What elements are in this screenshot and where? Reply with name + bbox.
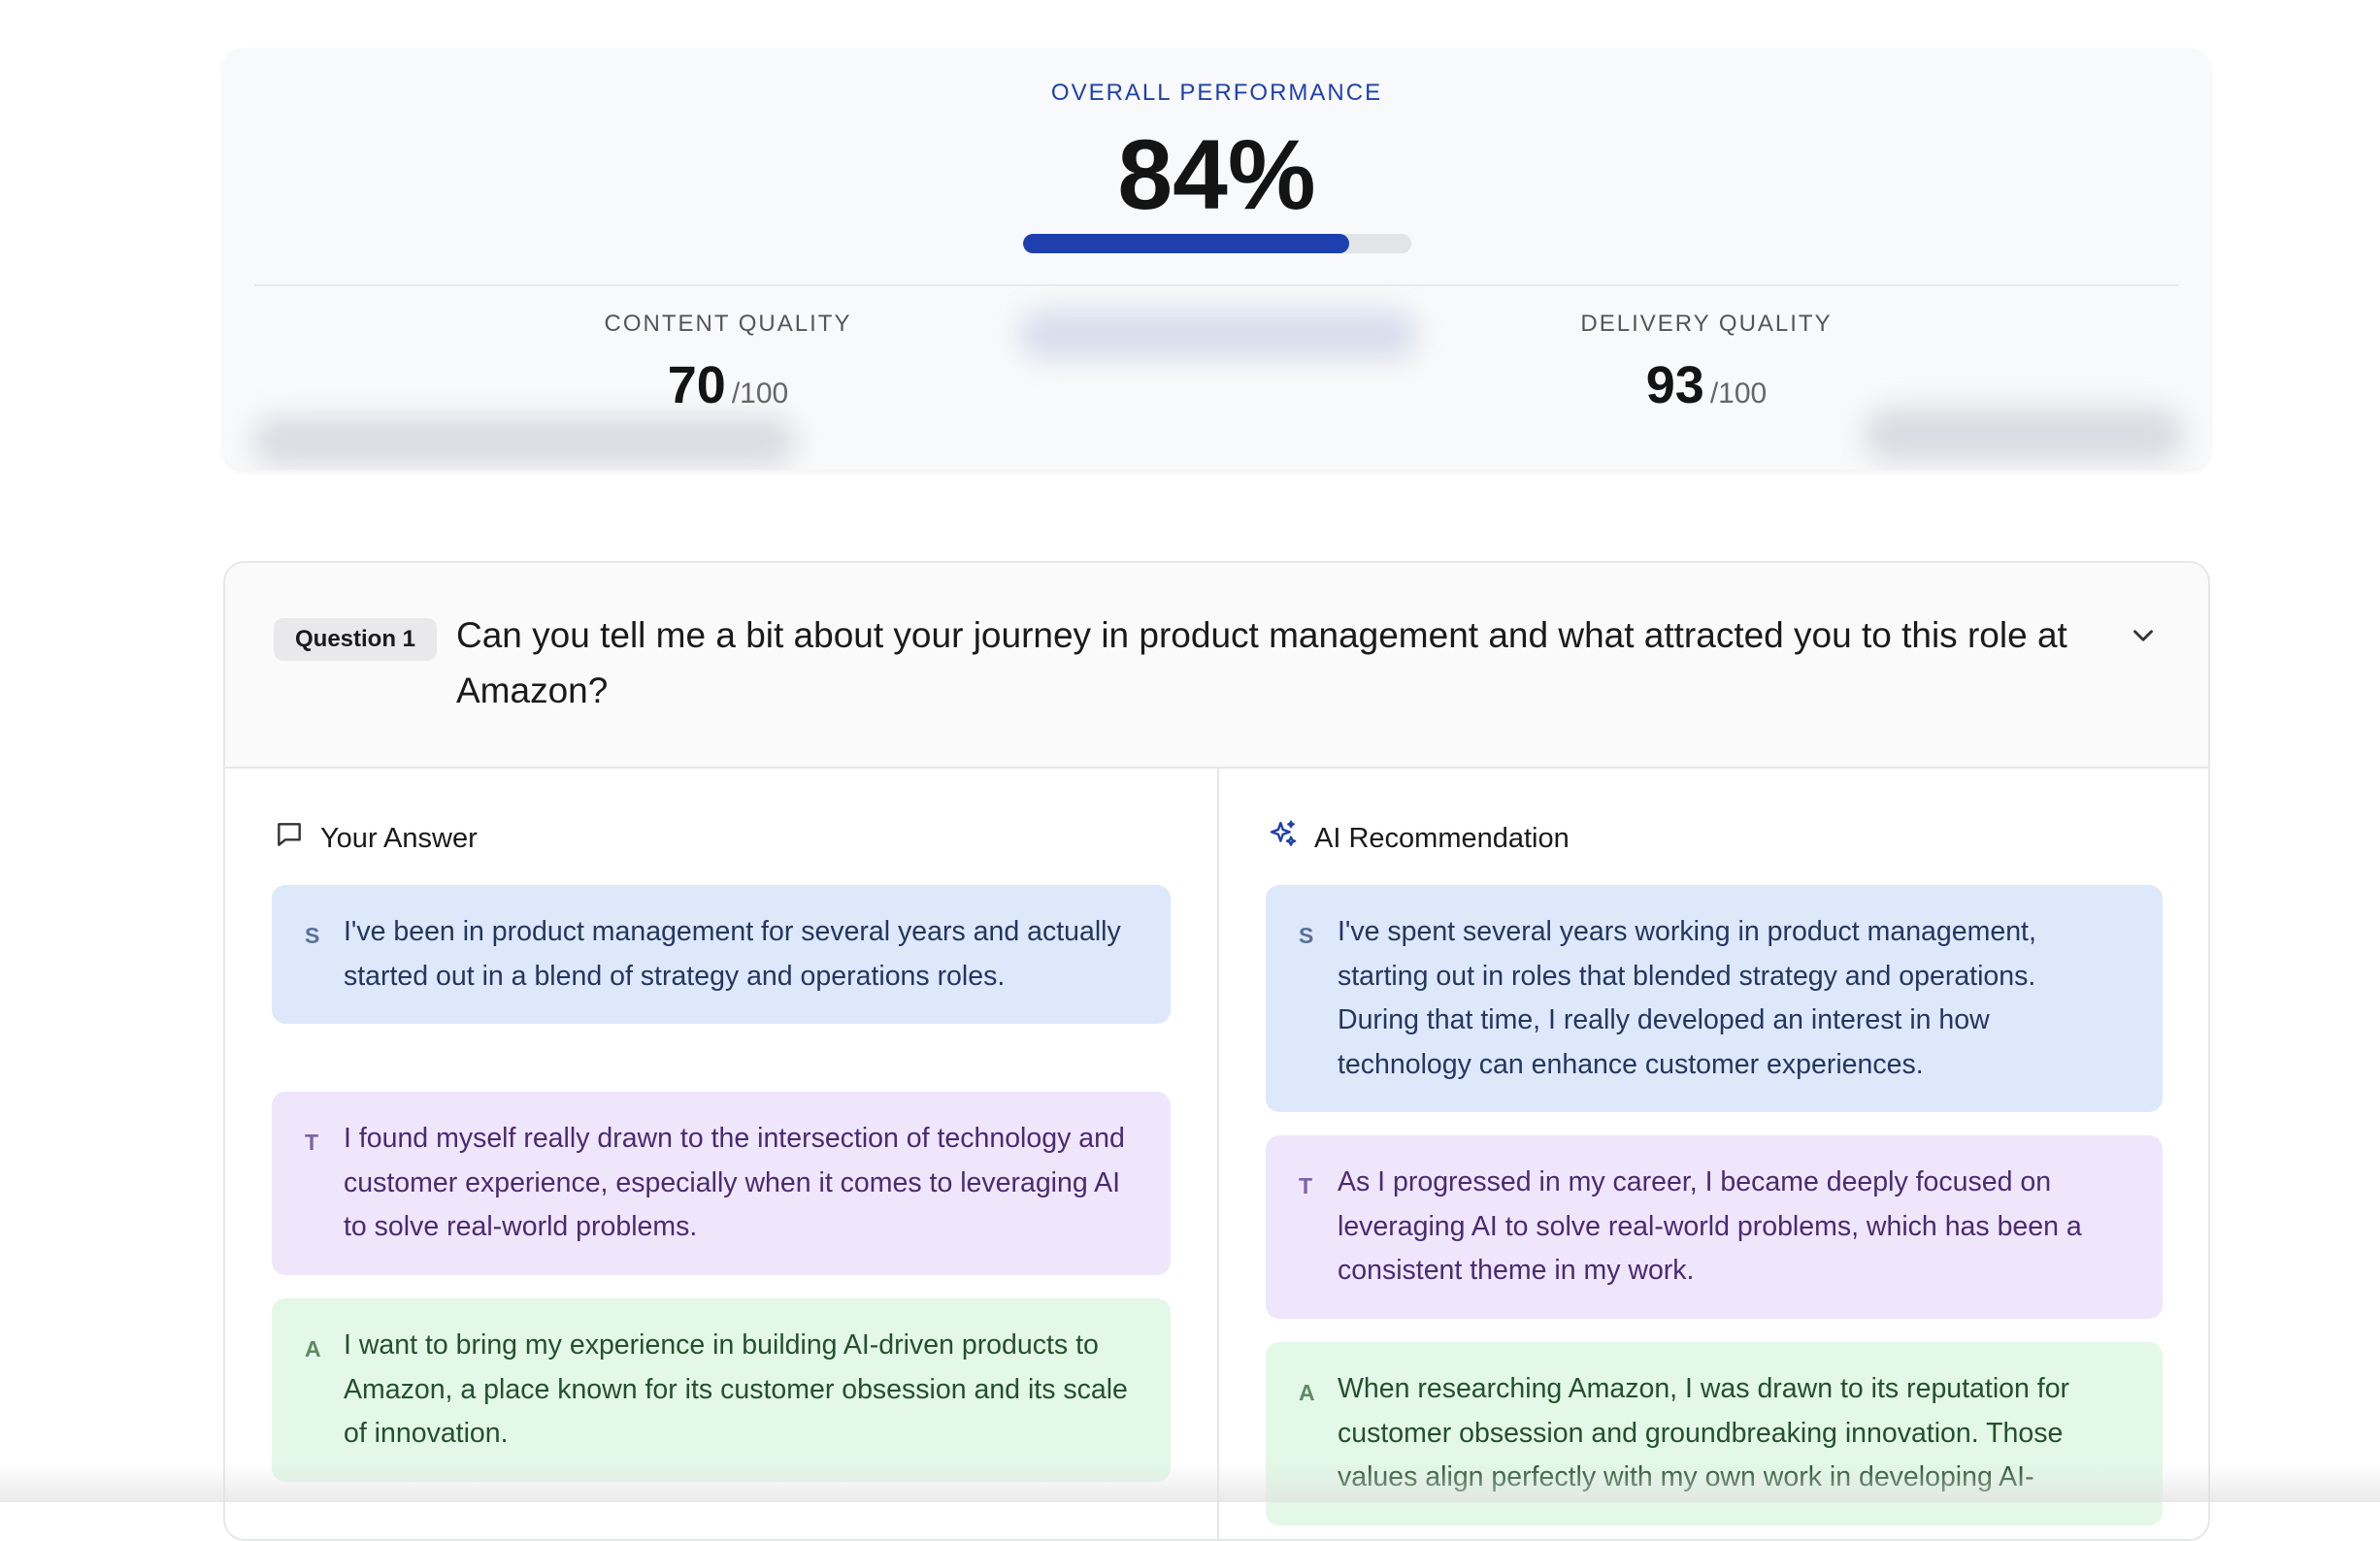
block-text: As I progressed in my career, I became d… <box>1338 1166 2082 1286</box>
your-answer-heading: Your Answer <box>274 819 478 858</box>
question-card: Question 1 Can you tell me a bit about y… <box>223 561 2210 1541</box>
chat-bubble-icon <box>274 819 305 858</box>
block-letter: A <box>1299 1371 1315 1416</box>
block-letter: A <box>305 1328 321 1372</box>
delivery-quality-max: /100 <box>1710 377 1767 410</box>
delivery-quality-score: 93/100 <box>1503 355 1910 415</box>
block-text: I've spent several years working in prod… <box>1338 916 2036 1080</box>
content-quality-score: 70/100 <box>524 355 932 415</box>
content-quality-max: /100 <box>732 377 788 410</box>
block-text: When researching Amazon, I was drawn to … <box>1338 1373 2069 1492</box>
block-text: I found myself really drawn to the inter… <box>344 1123 1125 1242</box>
delivery-quality-metric: DELIVERY QUALITY 93/100 <box>1503 311 1910 415</box>
blurred-region <box>1864 408 2184 462</box>
summary-divider <box>254 284 2179 286</box>
sparkles-icon <box>1268 819 1299 858</box>
your-answer-title: Your Answer <box>320 823 478 855</box>
performance-summary-card: OVERALL PERFORMANCE 84% CONTENT QUALITY … <box>223 49 2210 470</box>
ai-recommendation-heading: AI Recommendation <box>1268 819 1570 858</box>
your-answer-task: T I found myself really drawn to the int… <box>272 1092 1171 1275</box>
block-letter: S <box>1299 914 1313 959</box>
ai-recommendation-action: A When researching Amazon, I was drawn t… <box>1266 1342 2163 1525</box>
content-quality-score-value: 70 <box>668 356 726 414</box>
block-letter: T <box>1299 1164 1312 1209</box>
ai-recommendation-title: AI Recommendation <box>1314 823 1570 855</box>
blurred-region <box>1019 311 1417 359</box>
your-answer-action: A I want to bring my experience in build… <box>272 1298 1171 1482</box>
block-text: I want to bring my experience in buildin… <box>344 1329 1128 1449</box>
overall-progress-fill <box>1023 234 1349 253</box>
blurred-region <box>252 417 796 466</box>
content-quality-label: CONTENT QUALITY <box>524 311 932 338</box>
overall-performance-label: OVERALL PERFORMANCE <box>223 80 2210 107</box>
block-letter: S <box>305 914 319 959</box>
overall-performance-value: 84% <box>223 120 2210 229</box>
question-text: Can you tell me a bit about your journey… <box>456 607 2106 718</box>
ai-recommendation-task: T As I progressed in my career, I became… <box>1266 1135 2163 1319</box>
block-text: I've been in product management for seve… <box>344 916 1121 992</box>
overall-progress-bar <box>1023 234 1411 253</box>
block-letter: T <box>305 1121 318 1165</box>
delivery-quality-score-value: 93 <box>1646 356 1704 414</box>
ai-recommendation-situation: S I've spent several years working in pr… <box>1266 885 2163 1112</box>
question-badge: Question 1 <box>274 618 437 661</box>
answer-columns: Your Answer S I've been in product manag… <box>225 769 2208 1539</box>
your-answer-situation: S I've been in product management for se… <box>272 885 1171 1024</box>
content-quality-metric: CONTENT QUALITY 70/100 <box>524 311 932 415</box>
question-header[interactable]: Question 1 Can you tell me a bit about y… <box>225 563 2208 769</box>
delivery-quality-label: DELIVERY QUALITY <box>1503 311 1910 338</box>
chevron-down-icon[interactable] <box>2127 619 2160 652</box>
ai-recommendation-column: AI Recommendation S I've spent several y… <box>1219 769 2210 1539</box>
your-answer-column: Your Answer S I've been in product manag… <box>225 769 1219 1539</box>
